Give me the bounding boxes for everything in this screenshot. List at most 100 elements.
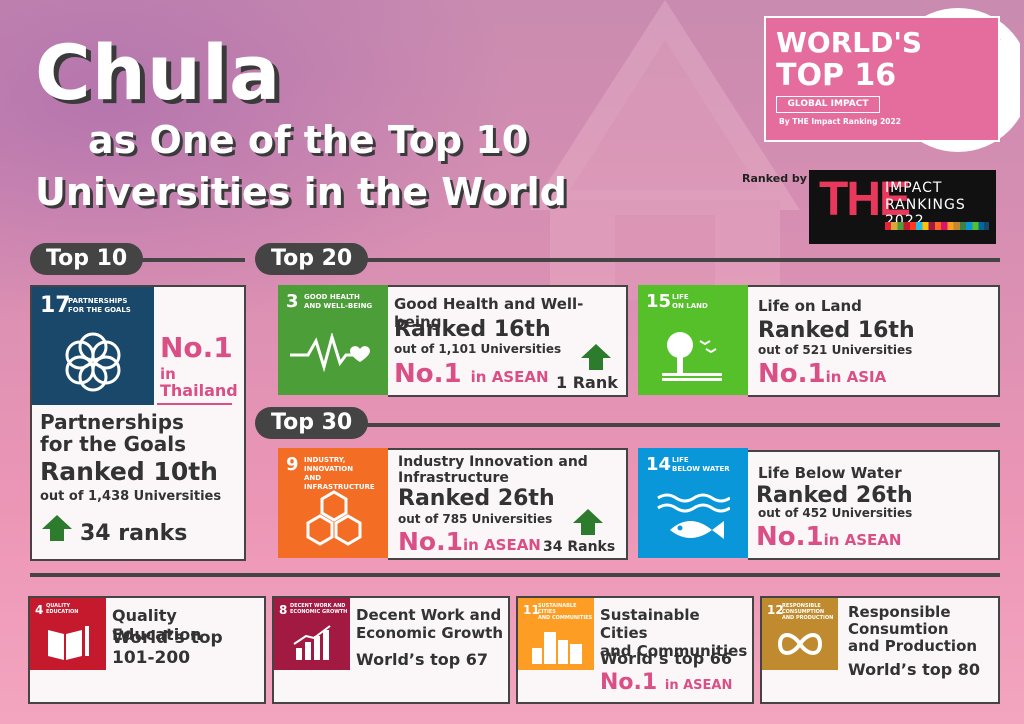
sdg14-label: LIFE BELOW WATER	[672, 456, 730, 474]
section-top20: Top 20	[255, 243, 369, 275]
sdg4-name: Quality Education	[112, 606, 202, 644]
sdg11-label-2: AND COMMUNITIES	[538, 615, 593, 621]
badge-line1: WORLD'S	[776, 26, 923, 59]
sdg8-rank: World’s top 67	[356, 650, 488, 669]
sdg3-label: GOOD HEALTH AND WELL-BEING	[304, 293, 372, 311]
sdg8-label-2: ECONOMIC GROWTH	[290, 609, 348, 615]
sdg9-name-2: Infrastructure	[398, 470, 509, 486]
sdg12-label: RESPONSIBLE CONSUMPTION AND PRODUCTION	[782, 603, 833, 621]
sdg17-label-1: PARTNERSHIPS	[68, 297, 128, 305]
sdg3-no1-region: in ASEAN	[470, 368, 549, 386]
chula-emblem-icon	[939, 38, 983, 120]
sdg4-rank: World’s top 101-200	[112, 628, 223, 668]
temple-silhouette	[530, 0, 800, 300]
sdg3-out-of: out of 1,101 Universities	[394, 342, 562, 356]
sdg14-label-1: LIFE	[672, 456, 689, 464]
book-pencil-icon	[48, 626, 89, 660]
tree-icon	[662, 332, 722, 381]
sdg12-label-2: CONSUMPTION	[782, 609, 825, 615]
background-shade	[0, 0, 520, 330]
badge-line2: TOP 16	[776, 58, 897, 93]
sdg17-badge-in: in	[160, 365, 176, 383]
sdg3-tile: 3 GOOD HEALTH AND WELL-BEING	[278, 285, 388, 395]
sdg17-change: 34 ranks	[80, 521, 188, 546]
sdg9-tile: 9 INDUSTRY, INNOVATION AND INFRASTRUCTUR…	[278, 448, 388, 558]
sdg3-label-1: GOOD HEALTH	[304, 293, 360, 301]
sdg17-badge-no1: No.1	[160, 331, 233, 364]
sdg14-label-2: BELOW WATER	[672, 465, 730, 473]
sdg3-no1-text: No.1	[394, 359, 462, 389]
partnership-flower-icon	[65, 332, 121, 392]
world-top-badge: WORLD'S TOP 16 GLOBAL IMPACT By THE Impa…	[764, 16, 1000, 142]
city-buildings-icon	[532, 632, 582, 664]
sdg8-name: Decent Work and Economic Growth	[356, 606, 503, 642]
sdg9-no1-region: in ASEAN	[463, 536, 541, 554]
sdg9-number: 9	[286, 454, 299, 475]
sdg8-number: 8	[279, 603, 288, 617]
sdg12-tile: 12 RESPONSIBLE CONSUMPTION AND PRODUCTIO…	[762, 598, 838, 670]
rule-top30	[262, 423, 1000, 427]
sdg14-tile: 14 LIFE BELOW WATER	[638, 448, 748, 558]
sdg15-label-1: LIFE	[672, 293, 689, 301]
sdg14-number: 14	[646, 454, 672, 475]
card-sdg8: 8 DECENT WORK AND ECONOMIC GROWTH Decent…	[272, 596, 510, 704]
badge-line3: GLOBAL IMPACT	[776, 96, 880, 113]
sdg17-name-1: Partnerships	[40, 410, 184, 434]
sdg11-rank: World’s top 66	[600, 649, 732, 668]
sdg14-no1-region: in ASEAN	[823, 531, 902, 549]
sdg17-label-2: FOR THE GOALS	[68, 306, 131, 314]
card-sdg9: Industry Innovation and Infrastructure R…	[388, 448, 628, 560]
card-sdg15: Life on Land Ranked 16th out of 521 Univ…	[748, 285, 1000, 397]
sdg17-label: PARTNERSHIPS FOR THE GOALS	[68, 297, 131, 315]
sdg15-no1: No.1in ASIA	[758, 359, 886, 389]
sdg3-no1: No.1 in ASEAN	[394, 359, 549, 389]
rule-bottom	[30, 573, 1000, 577]
page-title: Chula	[35, 28, 282, 117]
sdg9-rank: Ranked 26th	[398, 486, 555, 511]
fish-wave-icon	[657, 493, 730, 539]
sdg11-number: 11	[523, 603, 540, 617]
sdg15-label: LIFE ON LAND	[672, 293, 708, 311]
card-sdg17: 17 PARTNERSHIPS FOR THE GOALS No.1 in Th…	[30, 285, 246, 561]
sdg4-rank-1: World’s top	[112, 628, 223, 648]
sdg14-no1-text: No.1	[756, 522, 824, 552]
sdg15-number: 15	[646, 291, 672, 312]
sdg9-no1-text: No.1	[398, 527, 463, 556]
the-logo-letters: THE	[819, 173, 911, 226]
sdg15-label-2: ON LAND	[672, 302, 708, 310]
sdg4-label: QUALITY EDUCATION	[46, 603, 78, 615]
sdg11-name: Sustainable Cities and Communities	[600, 606, 752, 660]
sdg-color-stripes	[885, 222, 989, 230]
sdg15-name: Life on Land	[758, 297, 862, 315]
rule-top20	[262, 258, 1000, 262]
card-sdg12: 12 RESPONSIBLE CONSUMPTION AND PRODUCTIO…	[760, 596, 1000, 704]
sdg8-name-1: Decent Work and	[356, 606, 502, 624]
sdg4-label-1: QUALITY	[46, 603, 71, 609]
sdg17-tile: 17 PARTNERSHIPS FOR THE GOALS	[32, 287, 154, 405]
sdg17-name-2: for the Goals	[40, 432, 187, 456]
sdg12-name-3: and Production	[848, 637, 978, 655]
sdg4-label-2: EDUCATION	[46, 609, 79, 615]
sdg17-rank: Ranked 10th	[40, 457, 218, 486]
sdg15-tile: 15 LIFE ON LAND	[638, 285, 748, 395]
card-sdg14: Life Below Water Ranked 26th out of 452 …	[748, 450, 1000, 560]
section-top10: Top 10	[30, 243, 144, 275]
cubes-icon	[306, 490, 362, 546]
sdg9-label: INDUSTRY, INNOVATION AND INFRASTRUCTURE	[304, 456, 388, 492]
sdg8-label-1: DECENT WORK AND	[290, 603, 346, 609]
sdg8-tile: 8 DECENT WORK AND ECONOMIC GROWTH	[274, 598, 350, 670]
sdg3-rank: Ranked 16th	[394, 317, 551, 342]
page-subtitle-line2: Universities in the World	[35, 170, 567, 214]
sdg3-number: 3	[286, 291, 299, 312]
sdg9-no1: No.1in ASEAN	[398, 527, 541, 556]
card-sdg11: 11 SUSTAINABLE CITIES AND COMMUNITIES Su…	[516, 596, 754, 704]
card-sdg3: Good Health and Well-being Ranked 16th o…	[388, 285, 628, 397]
sdg9-name-1: Industry Innovation and	[398, 454, 588, 470]
sdg9-label-2: AND INFRASTRUCTURE	[304, 474, 375, 491]
sdg12-rank: World’s top 80	[848, 660, 980, 679]
sdg4-number: 4	[35, 603, 44, 617]
sdg12-number: 12	[767, 603, 784, 617]
sdg17-badge-underline	[157, 403, 232, 405]
sdg11-no1: No.1 in ASEAN	[600, 670, 732, 695]
sdg15-out-of: out of 521 Universities	[758, 343, 913, 357]
